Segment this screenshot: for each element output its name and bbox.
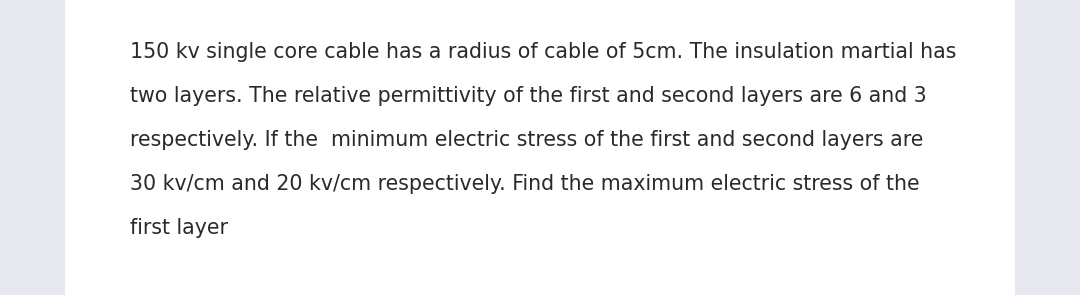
Text: 150 kv single core cable has a radius of cable of 5cm. The insulation martial ha: 150 kv single core cable has a radius of… — [130, 42, 957, 62]
Text: respectively. If the  minimum electric stress of the first and second layers are: respectively. If the minimum electric st… — [130, 130, 923, 150]
Text: two layers. The relative permittivity of the first and second layers are 6 and 3: two layers. The relative permittivity of… — [130, 86, 927, 106]
Bar — [65, 0, 1015, 295]
Text: first layer: first layer — [130, 218, 228, 238]
Text: 30 kv/cm and 20 kv/cm respectively. Find the maximum electric stress of the: 30 kv/cm and 20 kv/cm respectively. Find… — [130, 174, 920, 194]
